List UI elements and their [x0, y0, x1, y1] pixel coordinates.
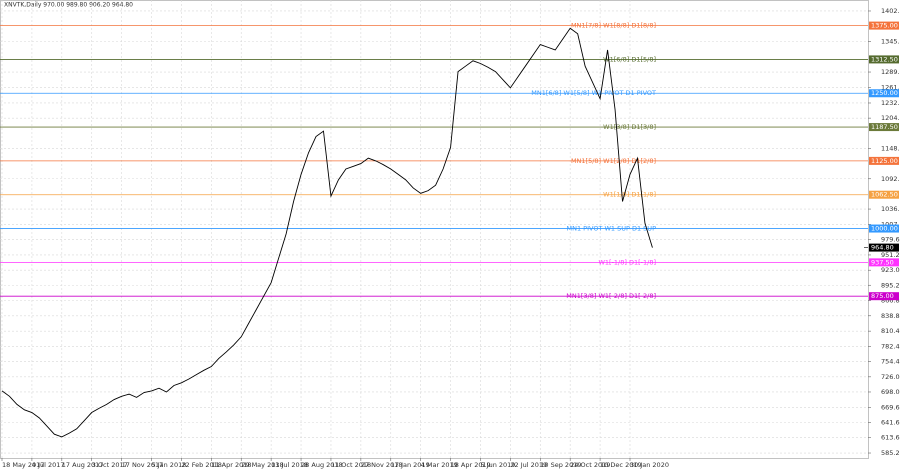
- level-name: MN1 PIVOT W1 SUP D1 SUP: [566, 225, 656, 233]
- level-name: W1[-1/8] D1[-1/8]: [598, 258, 656, 266]
- level-tag: [869, 156, 899, 165]
- level-tag-label: 1250.00: [871, 89, 898, 97]
- price-tag-label: 964.80: [871, 244, 894, 252]
- level-name: W1[3/8] D1[3/8]: [603, 123, 656, 131]
- x-tick-label: 11 Oct 2018: [331, 461, 371, 469]
- y-tick-label: 1204.00: [881, 114, 900, 122]
- y-tick-label: 838.80: [881, 312, 900, 320]
- level-tag-label: 1000.00: [871, 225, 898, 233]
- y-tick-label: 1402.00: [881, 7, 900, 15]
- y-tick-label: 895.20: [881, 281, 900, 289]
- level-tag-label: 1375.00: [871, 22, 898, 30]
- x-tick-label: 11 Apr 2018: [211, 461, 251, 469]
- y-tick-label: 613.60: [881, 434, 900, 442]
- x-tick-label: 18 Apr 2019: [451, 461, 491, 469]
- y-tick-label: 1092.00: [881, 175, 900, 183]
- price-line: [1, 27, 653, 438]
- y-tick-label: 1289.20: [881, 68, 900, 76]
- y-tick-label: 1007.60: [881, 220, 900, 228]
- y-tick-label: 866.80: [881, 297, 900, 305]
- x-tick-label: 17 Aug 2017: [62, 461, 104, 469]
- x-tick-label: 4 Jul 2017: [32, 461, 65, 469]
- level-tag: [869, 123, 899, 132]
- y-tick-label: 810.40: [881, 327, 900, 335]
- x-tick-label: 5 Jan 2018: [152, 461, 187, 469]
- x-tick-label: 17 Jan 2019: [391, 461, 430, 469]
- level-name: W1[6/8] D1[5/8]: [603, 55, 656, 63]
- x-tick-label: 22 Jul 2019: [510, 461, 547, 469]
- x-tick-label: 17 Nov 2017: [122, 461, 164, 469]
- y-tick-label: 1148.00: [881, 144, 900, 152]
- y-tick-label: 669.60: [881, 403, 900, 411]
- plot-frame: [0, 0, 869, 459]
- y-tick-label: 1036.00: [881, 205, 900, 213]
- level-tag: [869, 224, 899, 233]
- x-tick-label: 18 May 2017: [2, 461, 44, 469]
- y-tick-label: 951.20: [881, 251, 900, 259]
- level-tag: [869, 258, 899, 267]
- x-tick-label: 5 Jun 2019: [480, 461, 515, 469]
- y-tick-label: 923.00: [881, 266, 900, 274]
- x-tick-label: 27 Nov 2018: [361, 461, 403, 469]
- price-tag: [869, 243, 899, 252]
- y-tick-label: 1345.60: [881, 38, 900, 46]
- level-tag-label: 937.50: [871, 258, 894, 266]
- level-name: MN1[3/8] W1[-2/8] D1[-2/8]: [566, 292, 656, 300]
- x-tick-label: 24 Oct 2019: [570, 461, 610, 469]
- level-tag-label: 875.00: [871, 292, 894, 300]
- x-tick-label: 29 May 2018: [241, 461, 283, 469]
- level-name: MN1[5/8] W1[2/8] D1[2/8]: [571, 157, 656, 165]
- level-tag: [869, 21, 899, 30]
- level-tag-label: 1312.50: [871, 55, 898, 63]
- y-tick-label: 782.40: [881, 342, 900, 350]
- level-name: MN1[7/8] W1[8/8] D1[8/8]: [571, 22, 656, 30]
- level-tag-label: 1062.50: [871, 191, 898, 199]
- x-tick-label: 10 Sep 2019: [540, 461, 581, 469]
- y-tick-label: 754.40: [881, 357, 900, 365]
- x-tick-label: 30 Jan 2020: [630, 461, 669, 469]
- level-name: W1[1/8] D1[1/8]: [603, 191, 656, 199]
- level-tag: [869, 89, 899, 98]
- y-tick-label: 979.60: [881, 236, 900, 244]
- level-tag: [869, 55, 899, 64]
- y-tick-label: 1261.00: [881, 83, 900, 91]
- level-name: MN1[6/8] W1[5/8] W1 PIVOT D1 PIVOT: [531, 89, 656, 97]
- x-tick-label: 28 Aug 2018: [301, 461, 343, 469]
- y-tick-label: 726.00: [881, 373, 900, 381]
- level-tag-label: 1187.50: [871, 123, 898, 131]
- y-tick-label: 1232.00: [881, 99, 900, 107]
- x-tick-label: 22 Feb 2018: [181, 461, 221, 469]
- x-tick-label: 4 Mar 2019: [421, 461, 458, 469]
- y-tick-label: 585.20: [881, 449, 900, 457]
- x-tick-label: 13 Jul 2018: [271, 461, 308, 469]
- y-tick-label: 641.60: [881, 418, 900, 426]
- x-tick-label: 10 Dec 2019: [600, 461, 642, 469]
- level-tag-label: 1125.00: [871, 157, 898, 165]
- x-tick-label: 3 Oct 2017: [92, 461, 128, 469]
- chart-title: XNVTK,Daily 970.00 989.80 906.20 964.80: [4, 2, 133, 9]
- level-tag: [869, 292, 899, 301]
- level-tag: [869, 190, 899, 199]
- y-tick-label: 698.00: [881, 388, 900, 396]
